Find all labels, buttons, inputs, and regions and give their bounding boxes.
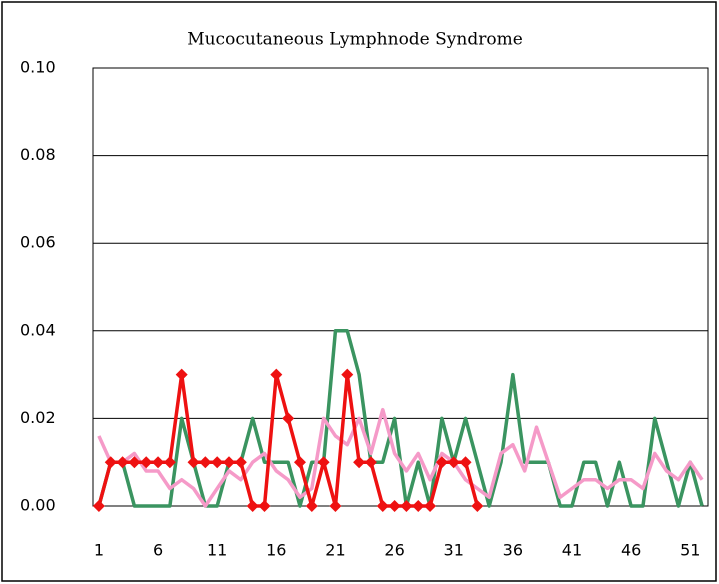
marker	[234, 456, 247, 469]
marker	[258, 500, 271, 512]
series-line	[97, 407, 704, 508]
marker	[317, 456, 330, 469]
marker	[270, 368, 283, 381]
y-tick-label: 0.04	[20, 320, 56, 339]
plot-area	[92, 67, 709, 507]
marker	[152, 456, 165, 469]
y-tick-label: 0.02	[20, 408, 56, 427]
marker	[376, 500, 389, 512]
x-tick-label: 36	[503, 541, 523, 560]
marker	[187, 456, 200, 469]
x-tick-label: 1	[94, 541, 104, 560]
marker	[128, 456, 141, 469]
marker	[223, 456, 236, 469]
y-tick-label: 0.10	[20, 58, 56, 77]
marker	[305, 500, 318, 512]
x-tick-label: 31	[444, 541, 464, 560]
y-tick-label: 0.06	[20, 233, 56, 252]
marker	[471, 500, 484, 512]
x-tick-label: 26	[384, 541, 404, 560]
marker	[282, 412, 295, 425]
marker	[293, 456, 306, 469]
x-tick-label: 6	[153, 541, 163, 560]
marker	[211, 456, 224, 469]
marker	[412, 500, 425, 512]
marker	[163, 456, 176, 469]
marker	[435, 456, 448, 469]
marker	[140, 456, 153, 469]
x-tick-label: 11	[207, 541, 227, 560]
marker	[92, 500, 105, 512]
marker	[246, 500, 259, 512]
marker	[116, 456, 129, 469]
marker	[104, 456, 117, 469]
y-tick-label: 0.00	[20, 496, 56, 515]
marker	[459, 456, 472, 469]
marker	[341, 368, 354, 381]
marker	[353, 456, 366, 469]
marker	[400, 500, 413, 512]
y-tick-label: 0.08	[20, 145, 56, 164]
x-tick-label: 16	[266, 541, 286, 560]
x-tick-label: 21	[325, 541, 345, 560]
x-tick-label: 41	[562, 541, 582, 560]
x-tick-label: 51	[680, 541, 700, 560]
marker	[447, 456, 460, 469]
marker	[199, 456, 212, 469]
marker	[329, 500, 342, 512]
marker	[424, 500, 437, 512]
marker	[175, 368, 188, 381]
marker	[388, 500, 401, 512]
marker	[364, 456, 377, 469]
x-tick-label: 46	[621, 541, 641, 560]
chart-title: Mucocutaneous Lymphnode Syndrome	[187, 30, 523, 50]
